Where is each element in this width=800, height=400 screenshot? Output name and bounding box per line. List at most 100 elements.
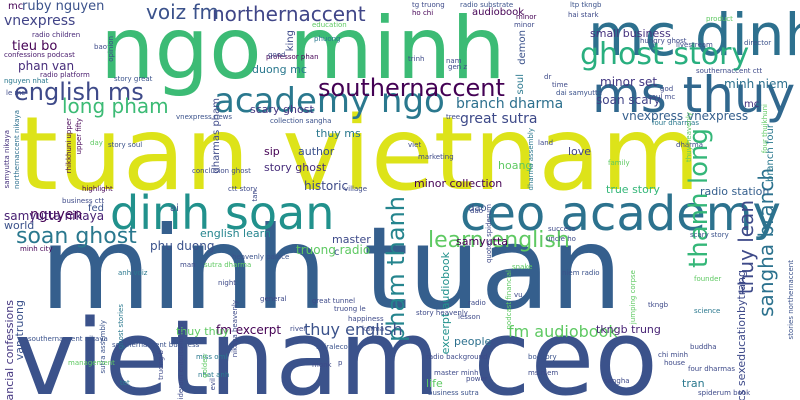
word: upper fifty xyxy=(75,118,83,155)
word: phan van xyxy=(18,59,75,73)
word: good xyxy=(268,51,286,59)
word: confessions podcast xyxy=(4,51,75,59)
word: director xyxy=(744,39,772,47)
word: education xyxy=(312,21,347,29)
word: fm excerpt xyxy=(216,323,282,337)
word: tkngb trung xyxy=(596,323,661,336)
word: house xyxy=(664,359,686,367)
word: phuong xyxy=(314,35,341,43)
word: nhat anh xyxy=(198,371,230,379)
word: stories northernaccent xyxy=(787,260,795,340)
word: historic xyxy=(304,179,349,193)
word: king xyxy=(285,30,296,52)
word: village xyxy=(344,185,368,193)
word: vnexpress vnexpress xyxy=(622,109,749,123)
word: snake xyxy=(512,263,533,271)
word: time xyxy=(552,81,568,89)
word: ccs sexeducationbytrang xyxy=(735,270,748,400)
word: truong radio xyxy=(296,243,371,257)
word: hungry ghost xyxy=(640,37,687,45)
word: love xyxy=(568,145,592,158)
word: dai samyutta xyxy=(556,89,603,97)
word: ngo minh xyxy=(100,0,506,99)
word: spiderum book xyxy=(698,389,751,397)
word: bo story xyxy=(528,353,557,361)
word: scary ghost xyxy=(250,103,314,116)
word: success xyxy=(548,225,576,233)
word: true story xyxy=(606,183,660,196)
word: small business xyxy=(590,27,671,40)
word: northernaccent xyxy=(212,2,366,26)
word: vu xyxy=(514,291,523,299)
word: minor set xyxy=(600,75,658,89)
word: mc xyxy=(744,99,760,110)
word: soan ghost xyxy=(16,224,137,249)
word: truong le xyxy=(334,305,366,313)
word: southernaccent business xyxy=(112,341,200,349)
word: southernaccent xyxy=(318,74,505,102)
word: branch dharma xyxy=(456,96,564,112)
word: minh city xyxy=(20,245,53,253)
word: sangha xyxy=(604,377,630,385)
word: four thuikhuni xyxy=(761,104,769,154)
word: tran xyxy=(682,377,705,390)
word: chi minh xyxy=(658,351,689,359)
word: dinh soan xyxy=(110,186,335,240)
word: excerpt audiobook xyxy=(439,252,452,355)
word: author xyxy=(298,145,335,158)
word: ltp tkngb xyxy=(570,1,602,9)
word: story great xyxy=(114,75,153,83)
word: mc dinh xyxy=(588,1,800,69)
word: thuy thuy xyxy=(176,325,230,338)
word: sip xyxy=(264,145,280,158)
word: business sutra xyxy=(428,389,479,397)
word: science xyxy=(694,307,721,315)
word: opinion xyxy=(107,36,115,62)
word: mc xyxy=(8,1,24,12)
word: minor xyxy=(514,21,535,29)
word: minh tuan xyxy=(40,202,623,335)
word: soul mc xyxy=(648,93,676,101)
word: radio background xyxy=(426,353,488,361)
word: conclusion ghost xyxy=(192,167,251,175)
word: livestream xyxy=(676,41,713,49)
word: life xyxy=(426,377,443,390)
word: story heavenly xyxy=(416,309,468,317)
word: akiralecon xyxy=(316,343,353,351)
word: scary story xyxy=(690,231,729,239)
word: english ms xyxy=(14,78,144,106)
word: voiz fm xyxy=(146,0,220,24)
word: radio xyxy=(468,299,486,307)
word: truong b xyxy=(157,350,165,380)
word: minor collection xyxy=(414,177,503,190)
word: nikaya heavenly xyxy=(231,300,239,358)
word: nam xyxy=(446,57,462,65)
word: ho chi xyxy=(412,9,434,17)
word: people xyxy=(454,335,492,348)
word: highlight xyxy=(82,185,113,193)
word: tieu bo xyxy=(12,39,58,54)
word: thuy heavenly xyxy=(685,112,693,162)
word: minh niem xyxy=(724,77,789,91)
word: tg truong xyxy=(412,1,445,9)
word: c xyxy=(334,247,340,258)
word: dharma assembly xyxy=(527,128,535,191)
word: financial confessions xyxy=(3,300,16,400)
word: miss oml xyxy=(196,353,228,361)
word: founder xyxy=(694,275,722,283)
word: uncle ho xyxy=(546,235,576,243)
word: heavenly palace xyxy=(232,253,290,261)
word: rhikkhuni upper xyxy=(65,118,73,174)
word: northernaccent nikaya xyxy=(13,110,21,190)
word: great tunnel xyxy=(312,297,356,305)
word: dharma xyxy=(676,141,704,149)
word: ms thuy xyxy=(592,66,796,124)
word: tet xyxy=(120,379,130,387)
word: professor phan xyxy=(266,53,319,61)
word: four dharmas xyxy=(652,119,699,127)
word: radio platform xyxy=(40,71,90,79)
word: ceo academy xyxy=(460,186,781,242)
word: english learn xyxy=(200,227,271,240)
word: dao xyxy=(468,203,487,214)
